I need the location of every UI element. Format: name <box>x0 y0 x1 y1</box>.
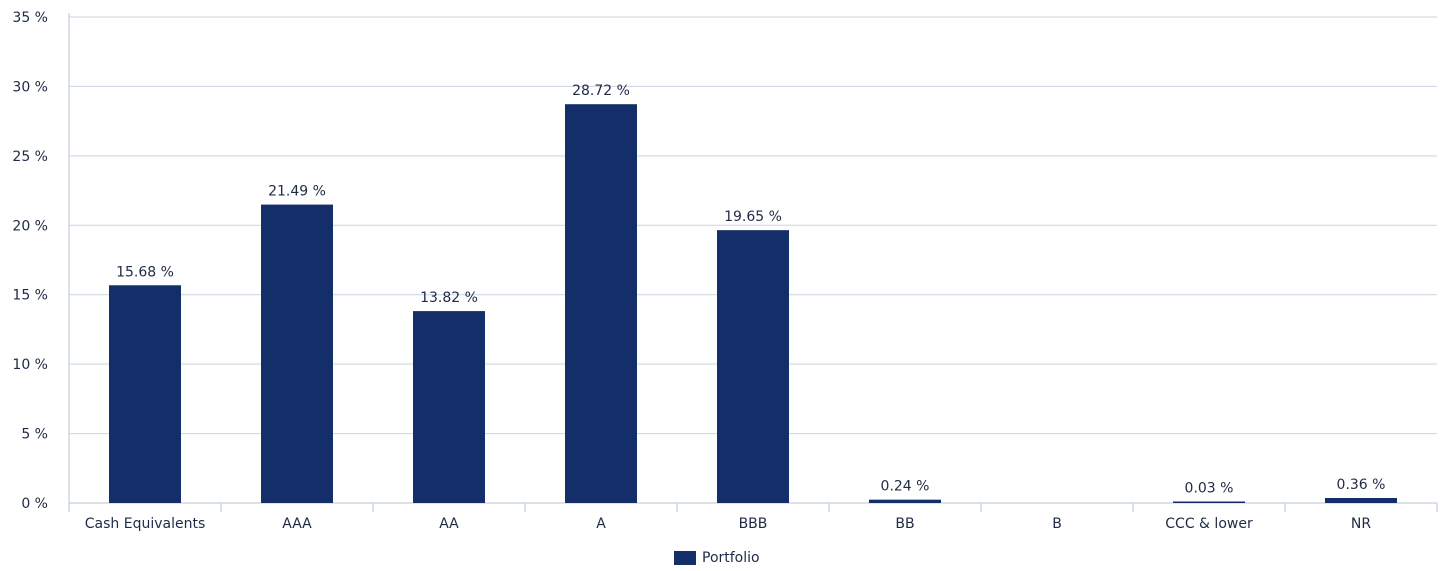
y-tick-label-20: 20 % <box>12 218 48 234</box>
data-label-0: 15.68 % <box>116 264 174 280</box>
bar-7 <box>1173 501 1245 503</box>
x-tick-label-8: NR <box>1351 516 1371 532</box>
y-tick-label-25: 25 % <box>12 149 48 165</box>
x-tick-label-7: CCC & lower <box>1165 516 1253 532</box>
bar-5 <box>869 499 941 503</box>
legend-swatch-portfolio <box>674 551 696 565</box>
y-tick-label-30: 30 % <box>12 79 48 95</box>
data-label-7: 0.03 % <box>1185 481 1234 497</box>
y-tick-label-15: 15 % <box>12 288 48 304</box>
bar-2 <box>413 311 485 503</box>
bar-3 <box>565 104 637 504</box>
bar-1 <box>261 204 333 503</box>
y-tick-label-10: 10 % <box>12 357 48 373</box>
y-tick-label-35: 35 % <box>12 10 48 26</box>
data-label-5: 0.24 % <box>881 479 930 495</box>
y-tick-label-5: 5 % <box>21 427 48 443</box>
bar-8 <box>1325 498 1397 503</box>
bar-0 <box>109 285 181 503</box>
x-tick-label-3: A <box>596 516 606 532</box>
data-label-4: 19.65 % <box>724 209 782 225</box>
x-tick-label-4: BBB <box>739 516 768 532</box>
legend: Portfolio <box>674 550 760 566</box>
data-label-3: 28.72 % <box>572 83 630 99</box>
x-tick-label-5: BB <box>895 516 914 532</box>
x-tick-label-6: B <box>1052 516 1062 532</box>
x-tick-label-0: Cash Equivalents <box>85 516 206 532</box>
x-tick-label-2: AA <box>439 516 459 532</box>
y-tick-label-0: 0 % <box>21 496 48 512</box>
bar-4 <box>717 230 789 503</box>
x-tick-label-1: AAA <box>282 516 312 532</box>
data-label-1: 21.49 % <box>268 184 326 200</box>
data-label-2: 13.82 % <box>420 290 478 306</box>
legend-label-portfolio: Portfolio <box>702 550 760 566</box>
data-label-8: 0.36 % <box>1337 477 1386 493</box>
